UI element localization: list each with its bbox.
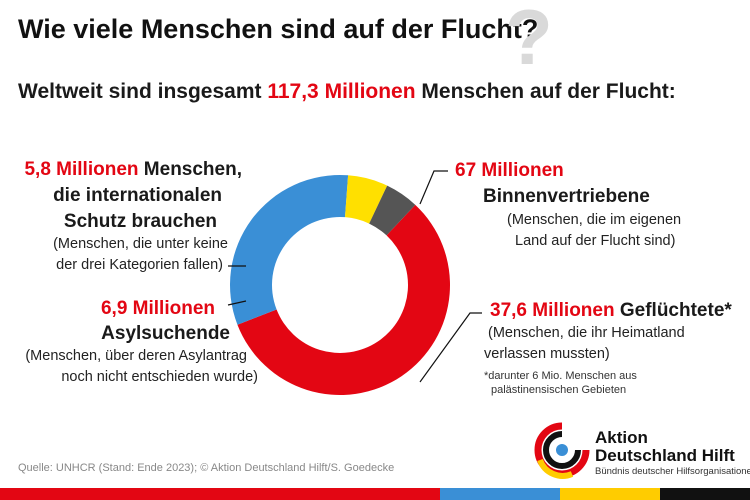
leader-line-asyl xyxy=(227,300,247,306)
logo-line-1: Aktion xyxy=(595,428,648,447)
donut-slice-1 xyxy=(230,174,349,325)
asyl-desc-2: noch nicht entschieden wurde) xyxy=(61,369,258,385)
source-note: Quelle: UNHCR (Stand: Ende 2023); © Akti… xyxy=(18,462,395,474)
binnen-desc-1: (Menschen, die im eigenen xyxy=(507,212,682,228)
gefluechtete-desc-2: verlassen mussten) xyxy=(484,346,610,362)
question-mark-icon: ? xyxy=(505,0,553,81)
page-title: Wie viele Menschen sind auf der Flucht? xyxy=(18,14,539,44)
brand-color-bar xyxy=(0,488,750,500)
leader-line-binnen xyxy=(419,170,448,205)
donut-chart xyxy=(230,174,450,395)
schutz-name-3: Schutz brauchen xyxy=(63,211,217,232)
gefluechtete-desc-1: (Menschen, die ihr Heimatland xyxy=(488,325,685,341)
binnen-value: 67 Millionen xyxy=(455,160,564,181)
subtitle: Weltweit sind insgesamt 117,3 Millionen … xyxy=(18,80,676,104)
schutz-desc-1: (Menschen, die unter keine xyxy=(53,236,228,252)
donut-slice-0 xyxy=(237,204,450,395)
subtitle-pre: Weltweit sind insgesamt xyxy=(18,80,268,103)
subtitle-total: 117,3 Millionen xyxy=(267,80,416,103)
gefluechtete-value: 37,6 Millionen xyxy=(490,300,615,321)
gefluechtete-name: Geflüchtete* xyxy=(619,300,732,321)
asyl-value: 6,9 Millionen xyxy=(100,298,215,319)
schutz-name-2: die internationalen xyxy=(53,185,222,206)
subtitle-post: Menschen auf der Flucht: xyxy=(415,80,676,103)
aktion-deutschland-hilft-logo-icon xyxy=(534,422,590,479)
schutz-name-1: Menschen, xyxy=(143,159,242,180)
gefluechtete-note-1: *darunter 6 Mio. Menschen aus xyxy=(484,370,637,382)
schutz-value: 5,8 Millionen xyxy=(24,159,139,180)
schutz-line-1: 5,8 Millionen Menschen, xyxy=(24,157,242,183)
binnen-name: Binnenvertriebene xyxy=(483,186,650,207)
gefluechtete-label: 37,6 Millionen Geflüchtete* xyxy=(490,298,732,324)
asyl-name: Asylsuchende xyxy=(101,323,230,344)
binnen-desc-2: Land auf der Flucht sind) xyxy=(515,233,676,249)
donut-slice-3 xyxy=(369,185,416,236)
leader-line-gefluechtete xyxy=(419,312,482,383)
logo-line-3: Bündnis deutscher Hilfsorganisationen xyxy=(595,466,750,477)
schutz-desc-2: der drei Kategorien fallen) xyxy=(56,257,223,273)
logo-line-2: Deutschland Hilft xyxy=(595,446,735,465)
donut-slice-2 xyxy=(345,175,388,224)
gefluechtete-note-2: palästinensischen Gebieten xyxy=(491,384,627,396)
asyl-desc-1: (Menschen, über deren Asylantrag xyxy=(25,348,247,364)
